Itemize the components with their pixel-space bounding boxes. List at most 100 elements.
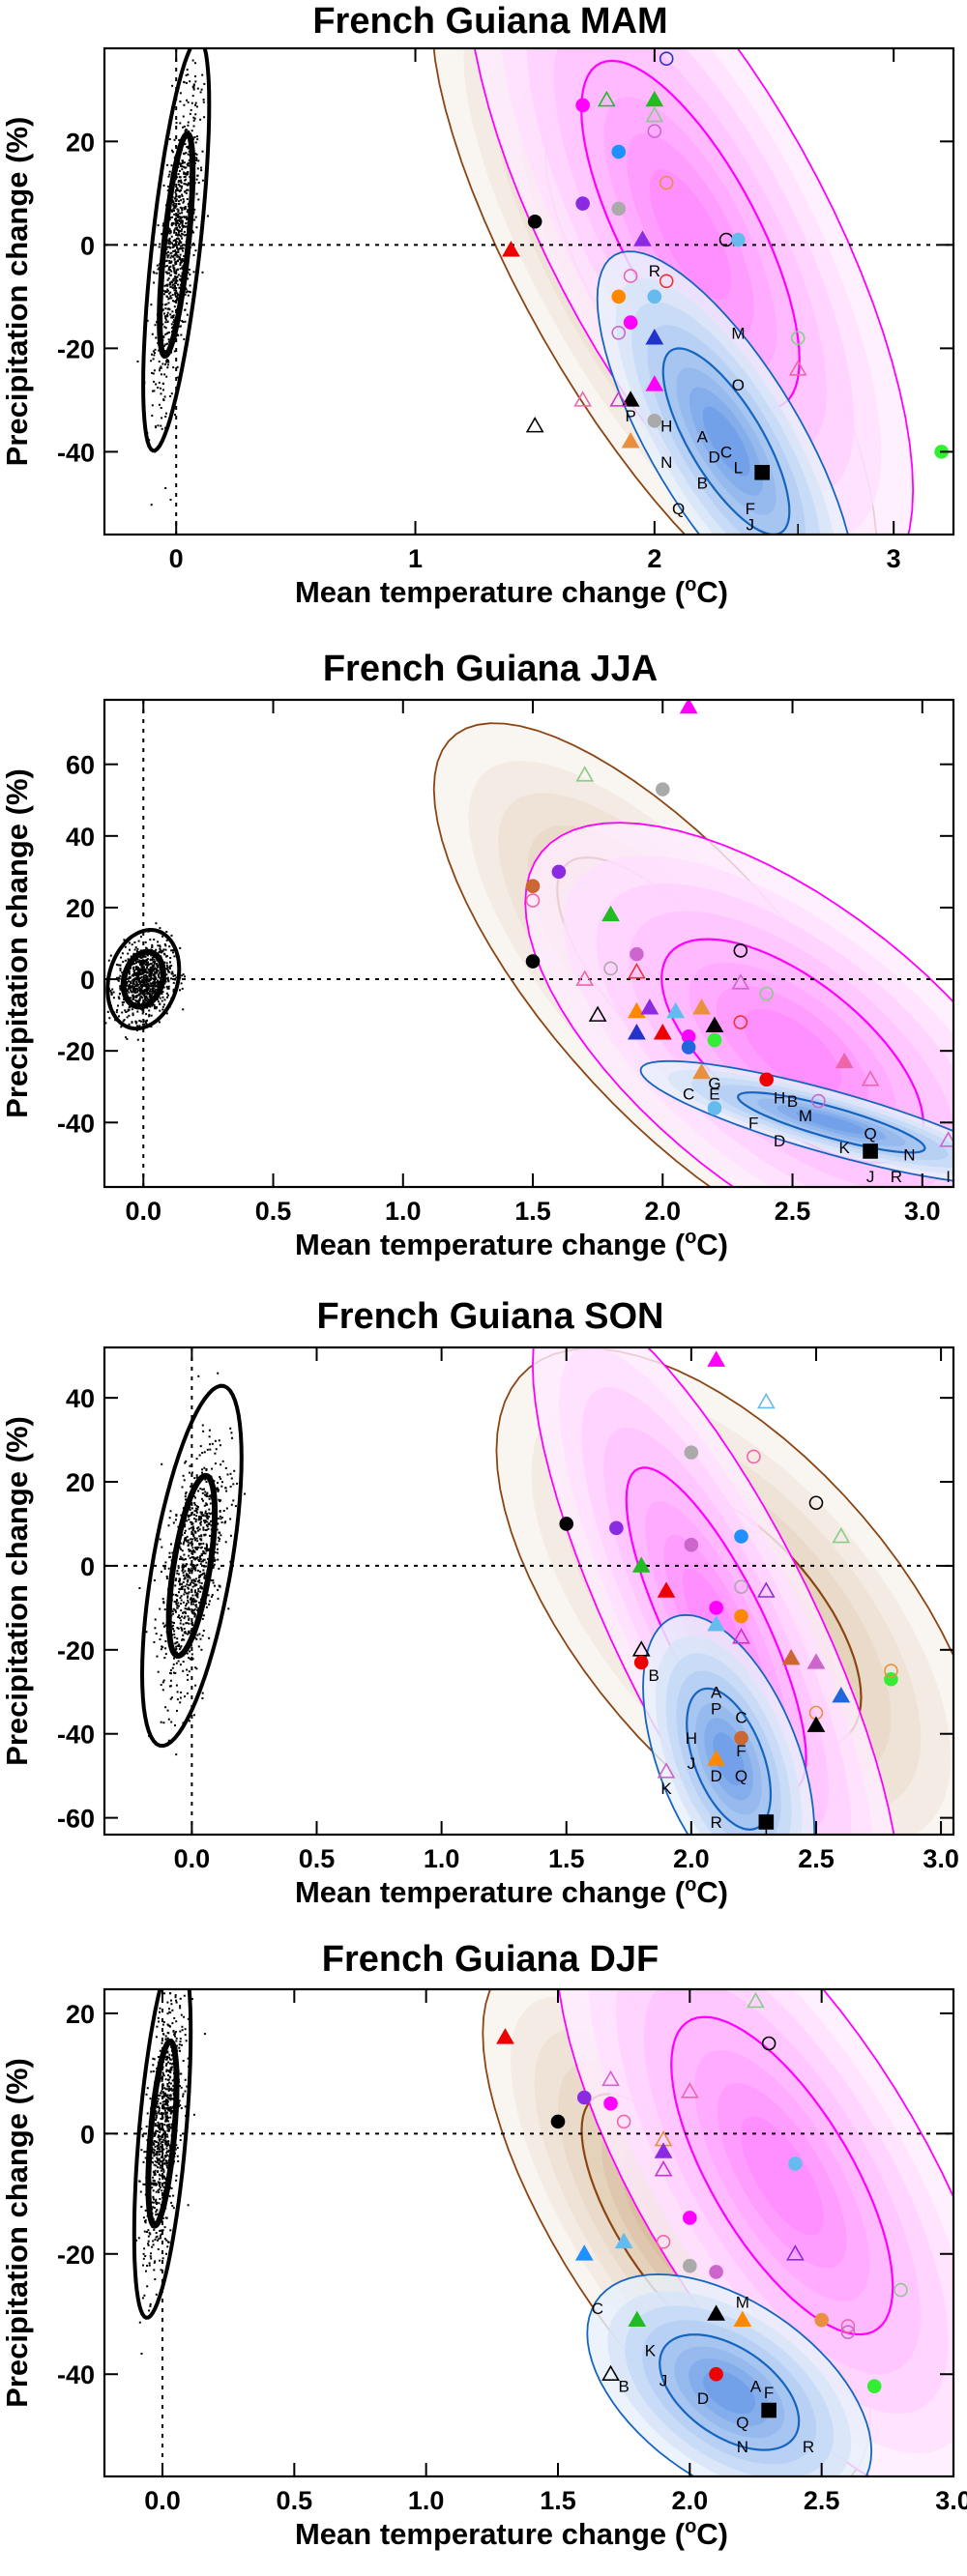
nv-dot: [161, 362, 164, 365]
nv-dot: [179, 92, 182, 95]
nv-dot: [172, 287, 175, 290]
nv-dot: [154, 2260, 157, 2263]
nv-dot: [175, 1610, 177, 1613]
model-marker-triangle: [832, 1526, 851, 1544]
nv-dot: [173, 2032, 176, 2035]
nv-dot: [186, 211, 189, 214]
model-marker-triangle: [614, 2232, 633, 2249]
nv-dot: [186, 163, 189, 165]
nv-dot: [203, 1577, 206, 1579]
nv-dot: [155, 1007, 158, 1010]
y-tick-label: 0: [80, 1552, 95, 1581]
nv-dot: [132, 1014, 134, 1017]
nv-dot: [156, 971, 159, 974]
nv-dot: [192, 116, 195, 119]
nv-dot: [189, 1570, 191, 1573]
nv-dot: [172, 205, 175, 207]
nv-dot: [195, 1564, 198, 1567]
nv-dot: [186, 1941, 188, 1943]
nv-dot: [193, 75, 196, 77]
nv-dot: [167, 268, 170, 271]
nv-dot: [197, 1490, 200, 1492]
nv-dot: [181, 165, 184, 168]
model-letter: I: [764, 1822, 769, 1840]
nv-dot: [193, 1599, 196, 1602]
nv-dot: [152, 989, 155, 992]
nv-dot: [174, 287, 177, 289]
ensemble-inner-contour: [670, 2015, 894, 2336]
nv-dot: [151, 968, 154, 970]
nv-dot: [185, 1491, 188, 1494]
nv-dot: [236, 1482, 239, 1485]
nv-dot: [184, 175, 187, 178]
nv-dot: [169, 230, 172, 233]
nv-dot: [170, 209, 173, 212]
nv-dot: [175, 244, 177, 246]
model-marker-circle: [659, 274, 674, 289]
nv-dot: [178, 256, 181, 259]
nv-dot: [195, 159, 198, 161]
nv-dot: [230, 1432, 233, 1434]
nv-dot: [163, 395, 166, 398]
nv-dot: [163, 2131, 166, 2134]
nv-dot: [186, 69, 189, 72]
nv-dot: [172, 988, 175, 991]
nv-dot: [176, 1709, 178, 1712]
nv-dot: [187, 1601, 190, 1604]
nv-dot: [165, 2140, 168, 2143]
nv-dot: [190, 1598, 192, 1601]
nv-dot: [185, 1573, 188, 1576]
nv-dot: [218, 1498, 220, 1501]
nv-dot: [197, 1529, 199, 1532]
nv-dot: [154, 2118, 157, 2121]
nv-dot: [154, 2133, 156, 2136]
nv-dot: [175, 1515, 178, 1518]
nv-dot: [148, 1013, 151, 1016]
nv-dot: [205, 1494, 207, 1497]
model-marker-triangle: [747, 1991, 765, 2009]
nv-dot: [180, 1558, 183, 1560]
nv-dot: [205, 1549, 208, 1552]
nv-dot: [183, 1638, 186, 1641]
model-marker-circle: [633, 1655, 649, 1670]
model-marker-square: [754, 464, 770, 480]
nv-dot: [229, 1518, 232, 1520]
nv-dot: [203, 2033, 206, 2036]
nv-dot: [166, 284, 169, 287]
nv-dot: [216, 1543, 219, 1546]
nv-dot: [208, 1429, 211, 1432]
nv-dot: [171, 210, 173, 213]
nv-dot: [165, 1577, 168, 1579]
nv-dot: [143, 966, 145, 969]
nv-dot: [160, 2113, 162, 2115]
nv-dot: [188, 1549, 190, 1552]
model-letter: N: [737, 2438, 748, 2456]
model-letter: K: [839, 1139, 851, 1157]
nv-dot: [143, 963, 145, 966]
ensemble-outer-contour: [596, 250, 849, 535]
nv-dot: [171, 216, 174, 218]
model-letter: J: [747, 515, 755, 534]
nv-dot: [153, 2143, 156, 2146]
nv-dot: [200, 1552, 203, 1555]
nv-dot: [194, 80, 197, 83]
nv-dot: [175, 2174, 178, 2177]
nv-dot: [139, 960, 142, 963]
nv-dot: [119, 974, 122, 977]
nv-dot: [148, 993, 151, 996]
nv-dot: [148, 972, 151, 975]
nv-dot: [170, 164, 173, 167]
nv-dot: [141, 979, 144, 982]
nv-dot: [146, 992, 149, 995]
nv-dot: [153, 2058, 156, 2061]
model-marker-circle: [731, 232, 746, 247]
nv-dot: [157, 941, 160, 943]
nv-dot: [169, 2095, 172, 2098]
nv-dot: [167, 277, 170, 280]
nv-dot: [167, 302, 170, 304]
nv-dot: [179, 253, 182, 256]
nv-dot: [159, 944, 161, 947]
nv-dot: [198, 1601, 201, 1604]
nv-dot: [147, 988, 150, 991]
